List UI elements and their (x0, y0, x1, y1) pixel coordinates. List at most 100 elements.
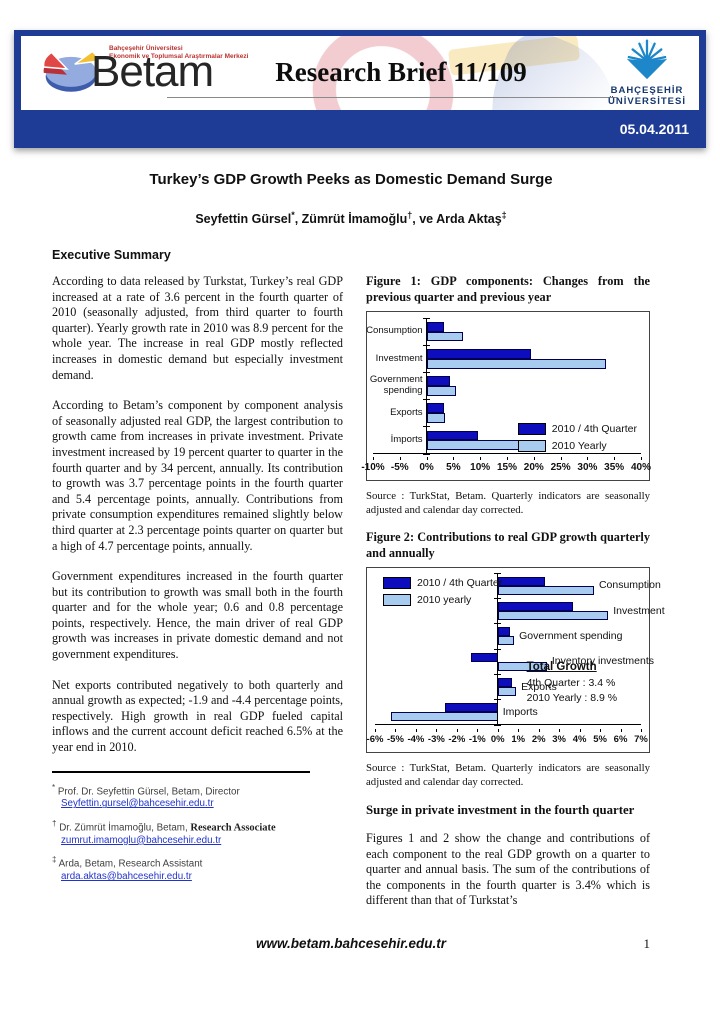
paragraph: Net exports contributed negatively to bo… (52, 677, 343, 755)
x-tick-labels: -6% -5% -4% -3% -2% -1% 0% 1% 2% 3% 4% 5% 6% 7% (367, 729, 648, 751)
category-label: Investment (375, 352, 423, 364)
x-axis-line (373, 453, 641, 454)
bar (497, 661, 547, 671)
x-tick-label: 2% (531, 734, 546, 745)
page-number: 1 (643, 936, 651, 951)
banner-masthead: Bahçeşehir Üniversitesi Ekonomik ve Topl… (21, 36, 699, 110)
brief-title: Research Brief 11/109 (275, 57, 527, 87)
axis-tick (493, 673, 501, 675)
bar (497, 687, 517, 697)
author-1: Seyfettin Gürsel* (195, 210, 295, 227)
x-tick-label: -1% (468, 734, 486, 745)
bar (497, 585, 594, 595)
x-tick-label: 10% (470, 462, 491, 473)
x-tick-label: -4% (407, 734, 425, 745)
bar (497, 576, 545, 586)
category-label: Consumption (598, 579, 661, 592)
axis-tick (493, 648, 501, 650)
category-label: Inventory investments (551, 655, 655, 668)
x-tick-label: 40% (630, 462, 652, 473)
betam-logo: Bahçeşehir Üniversitesi Ekonomik ve Topl… (29, 36, 248, 110)
x-tick-label: 15% (496, 462, 518, 473)
chart-legend: 2010 / 4th Quarter 2010 yearly (383, 577, 502, 606)
footnote-3: ‡ Arda, Betam, Research Assistant arda.a… (52, 854, 343, 883)
author-3: , ve Arda Aktaş‡ (412, 210, 507, 227)
right-column: Figure 1: GDP components: Changes from t… (361, 274, 665, 924)
email-link-imamoglu[interactable]: zumrut.imamoglu@bahcesehir.edu.tr (61, 834, 222, 846)
section-heading-surge: Surge in private investment in the fourt… (366, 803, 635, 817)
website-url: www.betam.bahcesehir.edu.tr (255, 936, 447, 951)
bar (426, 349, 532, 359)
legend-label: 2010 yearly (417, 594, 472, 606)
betam-org-text: Bahçeşehir Üniversitesi Ekonomik ve Topl… (109, 45, 249, 61)
category-label: Exports (521, 680, 557, 693)
category-label: İmports (390, 434, 423, 446)
category-label: Exports (390, 406, 423, 418)
bar (444, 703, 498, 713)
legend-label: 2010 Yearly (551, 440, 607, 452)
x-tick-label: 25% (550, 462, 571, 473)
x-tick-label: -5% (387, 734, 404, 745)
x-tick-label: 7% (634, 734, 648, 745)
legend-swatch (517, 423, 546, 435)
bar (426, 376, 451, 386)
bar (497, 627, 511, 637)
x-tick-label: 4% (572, 734, 587, 745)
x-axis-line (375, 724, 641, 725)
betam-wordmark: Betam (91, 47, 214, 96)
article-title: Turkey’s GDP Growth Peeks as Domestic De… (149, 171, 553, 188)
betam-pie-icon (42, 50, 98, 92)
axis-tick (493, 572, 501, 574)
x-tick-label: 3% (552, 734, 567, 745)
bar (391, 712, 498, 722)
bar (426, 403, 444, 414)
legend-row: 2010 / 4th Quarter (383, 577, 502, 589)
annotation-title: Total Growth (526, 660, 597, 673)
axis-tick (422, 399, 430, 401)
chart-legend: 2010 / 4th Quarter 2010 Yearly (517, 423, 637, 452)
x-tick-label: -6% (366, 734, 384, 745)
x-tick-label: 30% (577, 462, 598, 473)
x-tick-label: 35% (604, 462, 625, 473)
axis-tick (493, 724, 501, 726)
email-link-aktas[interactable]: arda.aktas@bahcesehir.edu.tr (61, 870, 192, 882)
legend-label: 2010 / 4th Quarter (417, 577, 503, 589)
plot-area: Consumption Investment Government spending… (366, 317, 641, 455)
category-label: Government spending (369, 374, 423, 396)
paragraph: According to data released by Turkstat, … (52, 274, 343, 382)
author-2: , Zümrüt İmamoğlu† (294, 210, 413, 227)
x-tick-label: -10% (361, 462, 385, 473)
bar (497, 611, 609, 621)
brief-title-rule (167, 97, 617, 98)
x-tick-label: 0% (419, 462, 434, 473)
bar (426, 331, 464, 342)
bar (497, 636, 515, 646)
legend-label: 2010 / 4th Quarter (551, 423, 637, 435)
bar (471, 652, 498, 662)
legend-swatch (517, 440, 546, 452)
paragraph: Government expenditures increased in the… (52, 569, 343, 662)
left-column: According to data released by Turkstat, … (52, 274, 343, 924)
x-tick-label: 0% (490, 734, 505, 745)
x-tick-label: -2% (448, 734, 466, 745)
x-tick-label: 5% (446, 462, 461, 473)
plot-area: Consumption Investment Government spending… (375, 572, 665, 726)
figure1-chart: Consumption Investment Government spending… (361, 311, 652, 481)
header-banner: Bahçeşehir Üniversitesi Ekonomik ve Topl… (14, 30, 706, 148)
figure2-source: Source : TurkStat, Betam. Quarterly indi… (366, 762, 650, 788)
category-label: Government spending (519, 630, 623, 643)
axis-tick (422, 344, 430, 346)
legend-row: 2010 / 4th Quarter (517, 423, 637, 435)
paragraph: Figures 1 and 2 show the change and cont… (366, 831, 650, 908)
footnote-2: † Dr. Zümrüt İmamoğlu, Betam, Research A… (52, 818, 343, 847)
bar (426, 430, 478, 441)
annotation-line: 4th Quarter : 3.4 % (526, 676, 616, 689)
x-tick-label: 1% (511, 734, 526, 745)
axis-tick (422, 371, 430, 373)
date-bar: 05.04.2011 (21, 110, 699, 148)
zero-axis-line (425, 318, 427, 454)
legend-row: 2010 yearly (383, 594, 502, 606)
email-link-gursel[interactable]: Seyfettin.gursel@bahcesehir.edu.tr (61, 798, 214, 810)
bar (426, 413, 446, 423)
